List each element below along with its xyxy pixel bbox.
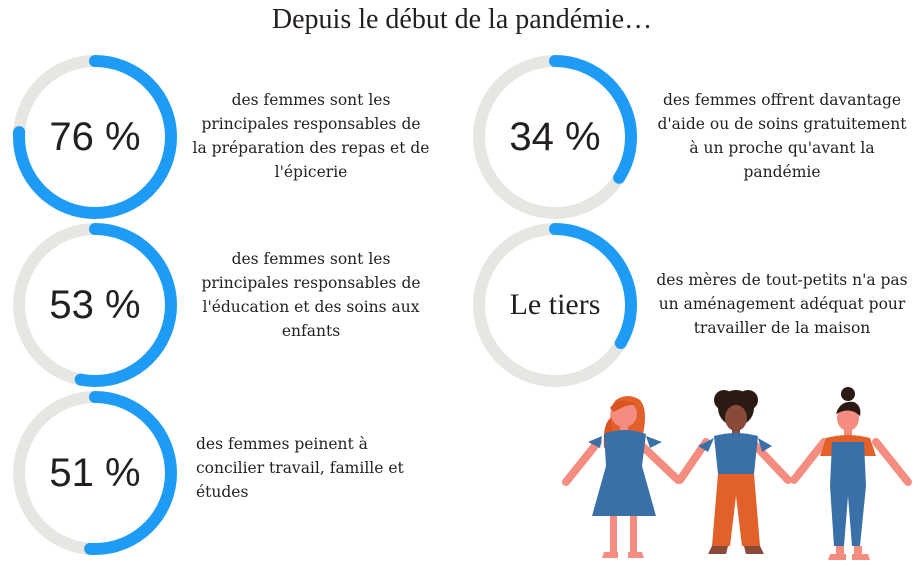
desc-line: travailler de la maison xyxy=(693,319,871,337)
ring-progress-arc xyxy=(473,55,637,219)
stat-value: Le tiers xyxy=(509,288,601,321)
progress-ring xyxy=(470,52,640,222)
women-holding-hands-illustration xyxy=(558,386,918,562)
stat-value: 51 % xyxy=(49,450,141,495)
desc-line: des mères de tout-petits n'a pas xyxy=(656,271,908,289)
stat-value: 53 % xyxy=(49,282,141,327)
desc-line: l'épicerie xyxy=(274,163,348,181)
ring-progress-arc xyxy=(13,223,177,387)
desc-line: enfants xyxy=(281,322,341,340)
ring-svg xyxy=(13,55,177,219)
stat-description: des femmes sont les principales responsa… xyxy=(180,247,442,343)
progress-ring xyxy=(10,220,180,390)
desc-line: des femmes sont les xyxy=(231,91,391,109)
progress-ring xyxy=(10,388,180,558)
desc-line: l'éducation et des soins aux xyxy=(202,298,420,316)
desc-line: principales responsables de xyxy=(201,274,421,292)
ring-svg xyxy=(13,223,177,387)
stat-description: des femmes sont les principales responsa… xyxy=(180,88,442,184)
woman-2 xyxy=(698,390,772,554)
ring-progress-arc xyxy=(13,391,177,555)
stat-value: 34 % xyxy=(509,114,601,159)
woman-1 xyxy=(588,396,662,558)
desc-line: études xyxy=(196,483,249,501)
progress-ring xyxy=(10,52,180,222)
stat-description: des femmes peinent à concilier travail, … xyxy=(196,432,416,504)
progress-ring xyxy=(470,220,640,390)
desc-line: pandémie xyxy=(743,163,821,181)
women-illustration-svg xyxy=(562,387,912,560)
desc-line: des femmes peinent à xyxy=(196,435,368,453)
stat-description: des mères de tout-petits n'a pas un amén… xyxy=(644,268,920,340)
desc-line: principales responsables de xyxy=(201,115,421,133)
desc-line: la préparation des repas et de xyxy=(192,139,430,157)
desc-line: d'aide ou de soins gratuitement xyxy=(657,115,907,133)
desc-line: un aménagement adéquat pour xyxy=(658,295,906,313)
stat-value: 76 % xyxy=(49,114,141,159)
ring-progress-arc xyxy=(473,223,637,387)
woman-3 xyxy=(820,387,876,560)
desc-line: à un proche qu'avant la xyxy=(689,139,875,157)
desc-line: des femmes sont les xyxy=(231,250,391,268)
ring-svg xyxy=(473,223,637,387)
ring-progress-arc xyxy=(13,55,177,219)
stat-description: des femmes offrent davantage d'aide ou d… xyxy=(644,88,920,184)
page-title: Depuis le début de la pandémie… xyxy=(271,4,653,35)
desc-line: des femmes offrent davantage xyxy=(662,91,902,109)
ring-svg xyxy=(473,55,637,219)
desc-line: concilier travail, famille et xyxy=(196,459,404,477)
ring-svg xyxy=(13,391,177,555)
